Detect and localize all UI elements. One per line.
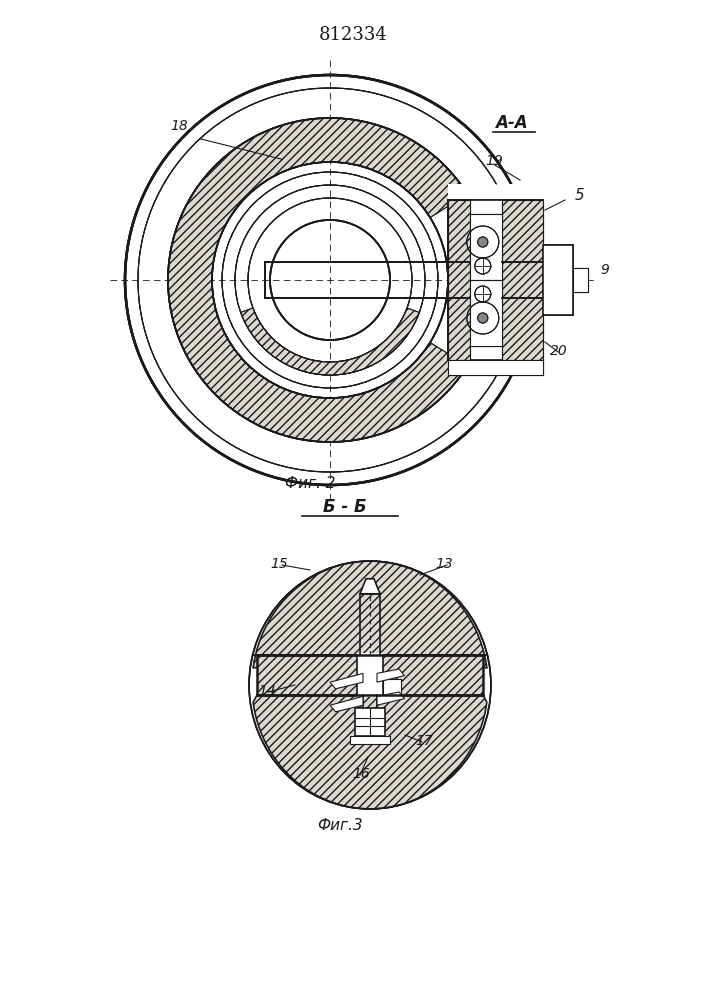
Bar [257, 655, 483, 695]
Text: 5: 5 [575, 188, 585, 203]
Bar [448, 200, 470, 360]
Text: 16: 16 [352, 767, 370, 781]
Ellipse shape [249, 561, 491, 809]
Text: 18: 18 [170, 119, 188, 133]
Bar [502, 200, 543, 360]
Bar [350, 736, 390, 744]
Circle shape [478, 313, 488, 323]
Circle shape [478, 237, 488, 247]
Bar [448, 200, 543, 360]
Bar [383, 679, 401, 695]
Bar [448, 184, 589, 376]
Bar [543, 245, 573, 315]
Bar [573, 268, 588, 292]
Bar [448, 200, 583, 360]
Polygon shape [330, 673, 363, 689]
Bar [448, 200, 470, 360]
Polygon shape [377, 692, 404, 705]
Text: 13: 13 [435, 557, 452, 571]
Bar [543, 245, 573, 315]
Bar [357, 653, 383, 697]
Polygon shape [240, 308, 419, 375]
Text: 19: 19 [485, 154, 503, 168]
Bar [573, 268, 588, 292]
Polygon shape [330, 696, 363, 712]
Bar [355, 708, 385, 736]
Bar [470, 214, 502, 346]
Text: Фиг.3: Фиг.3 [317, 818, 363, 833]
Circle shape [478, 313, 488, 323]
Text: 14: 14 [258, 684, 276, 698]
Text: 812334: 812334 [319, 26, 387, 44]
Bar [470, 214, 502, 346]
Bar [448, 360, 543, 375]
Text: 9: 9 [600, 263, 609, 277]
Text: 15: 15 [270, 557, 288, 571]
Polygon shape [168, 118, 467, 442]
Text: Фиг. 2: Фиг. 2 [285, 476, 335, 491]
Bar [502, 200, 543, 360]
Text: 17: 17 [415, 734, 433, 748]
Text: А-А: А-А [495, 114, 527, 132]
Polygon shape [253, 695, 487, 809]
Polygon shape [168, 118, 467, 442]
Polygon shape [377, 669, 404, 682]
Text: Б - Б: Б - Б [323, 498, 367, 516]
Text: 20: 20 [550, 344, 568, 358]
Bar [448, 360, 543, 375]
Polygon shape [360, 579, 380, 594]
Bar [448, 200, 543, 360]
Polygon shape [252, 561, 488, 668]
Circle shape [478, 237, 488, 247]
Polygon shape [240, 308, 419, 375]
